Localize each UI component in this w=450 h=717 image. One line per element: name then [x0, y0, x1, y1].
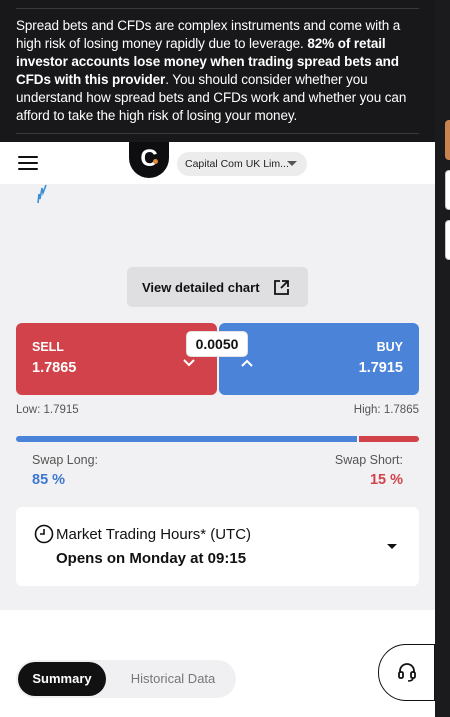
- banner-divider-bottom: [16, 133, 419, 134]
- sell-label: SELL: [32, 340, 64, 354]
- sell-button[interactable]: SELL 1.7865: [16, 323, 217, 395]
- chevron-down-icon: [387, 544, 397, 549]
- spread-value: 0.0050: [187, 332, 247, 356]
- swap-long-label: Swap Long:: [32, 453, 99, 467]
- right-edge-strip: [435, 0, 450, 717]
- buy-price: 1.7915: [358, 360, 403, 376]
- price-sparkline: [37, 184, 47, 204]
- swap-short-value: 15 %: [369, 472, 403, 488]
- banner-divider-top: [16, 8, 419, 9]
- tab-summary[interactable]: Summary: [18, 662, 106, 696]
- logo-letter: C: [140, 145, 158, 172]
- risk-warning-text: Spread bets and CFDs are complex instrum…: [16, 18, 407, 123]
- section-tabs: Summary Historical Data: [16, 660, 236, 698]
- chevron-down-icon: [287, 161, 297, 166]
- side-tab[interactable]: [445, 170, 450, 210]
- sell-price: 1.7865: [32, 360, 77, 376]
- entity-selector-label: Capital Com UK Lim...: [185, 158, 289, 170]
- market-hours-dropdown[interactable]: Market Trading Hours* (UTC) Opens on Mon…: [16, 507, 419, 586]
- external-link-icon: [274, 280, 289, 295]
- tab-historical-data[interactable]: Historical Data: [130, 671, 216, 686]
- support-chat-button[interactable]: [378, 644, 435, 701]
- clock-icon: [34, 524, 54, 544]
- logo-dot: [153, 159, 158, 164]
- swap-long-value: 85 %: [32, 472, 66, 488]
- chevron-down-icon: [183, 359, 195, 367]
- view-detailed-chart-label: View detailed chart: [142, 279, 260, 295]
- hamburger-menu-icon[interactable]: [18, 156, 38, 170]
- high-price: High: 1.7865: [353, 404, 419, 416]
- low-price: Low: 1.7915: [16, 404, 79, 416]
- entity-selector[interactable]: Capital Com UK Lim...: [177, 152, 307, 176]
- short-sentiment-fill: [359, 436, 419, 442]
- side-tab-accent[interactable]: [445, 120, 450, 160]
- long-sentiment-fill: [16, 436, 357, 442]
- sentiment-bar: [16, 436, 419, 442]
- view-detailed-chart-button[interactable]: View detailed chart: [127, 267, 308, 307]
- buy-label: BUY: [376, 340, 403, 354]
- swap-short-label: Swap Short:: [334, 453, 403, 467]
- risk-warning-bold: 82% of retail investor accounts lose mon…: [16, 36, 399, 87]
- market-hours-title: Market Trading Hours* (UTC): [56, 526, 252, 543]
- instrument-panel: View detailed chart SELL 1.7865 BUY 1.79…: [0, 184, 435, 610]
- buy-button[interactable]: BUY 1.7915: [219, 323, 419, 395]
- market-hours-status: Opens on Monday at 09:15: [56, 550, 247, 567]
- side-tab[interactable]: [445, 220, 450, 260]
- chevron-up-icon: [241, 359, 253, 367]
- headset-icon: [398, 663, 416, 682]
- capital-com-logo[interactable]: C: [129, 142, 169, 178]
- risk-warning-banner: Spread bets and CFDs are complex instrum…: [0, 0, 435, 142]
